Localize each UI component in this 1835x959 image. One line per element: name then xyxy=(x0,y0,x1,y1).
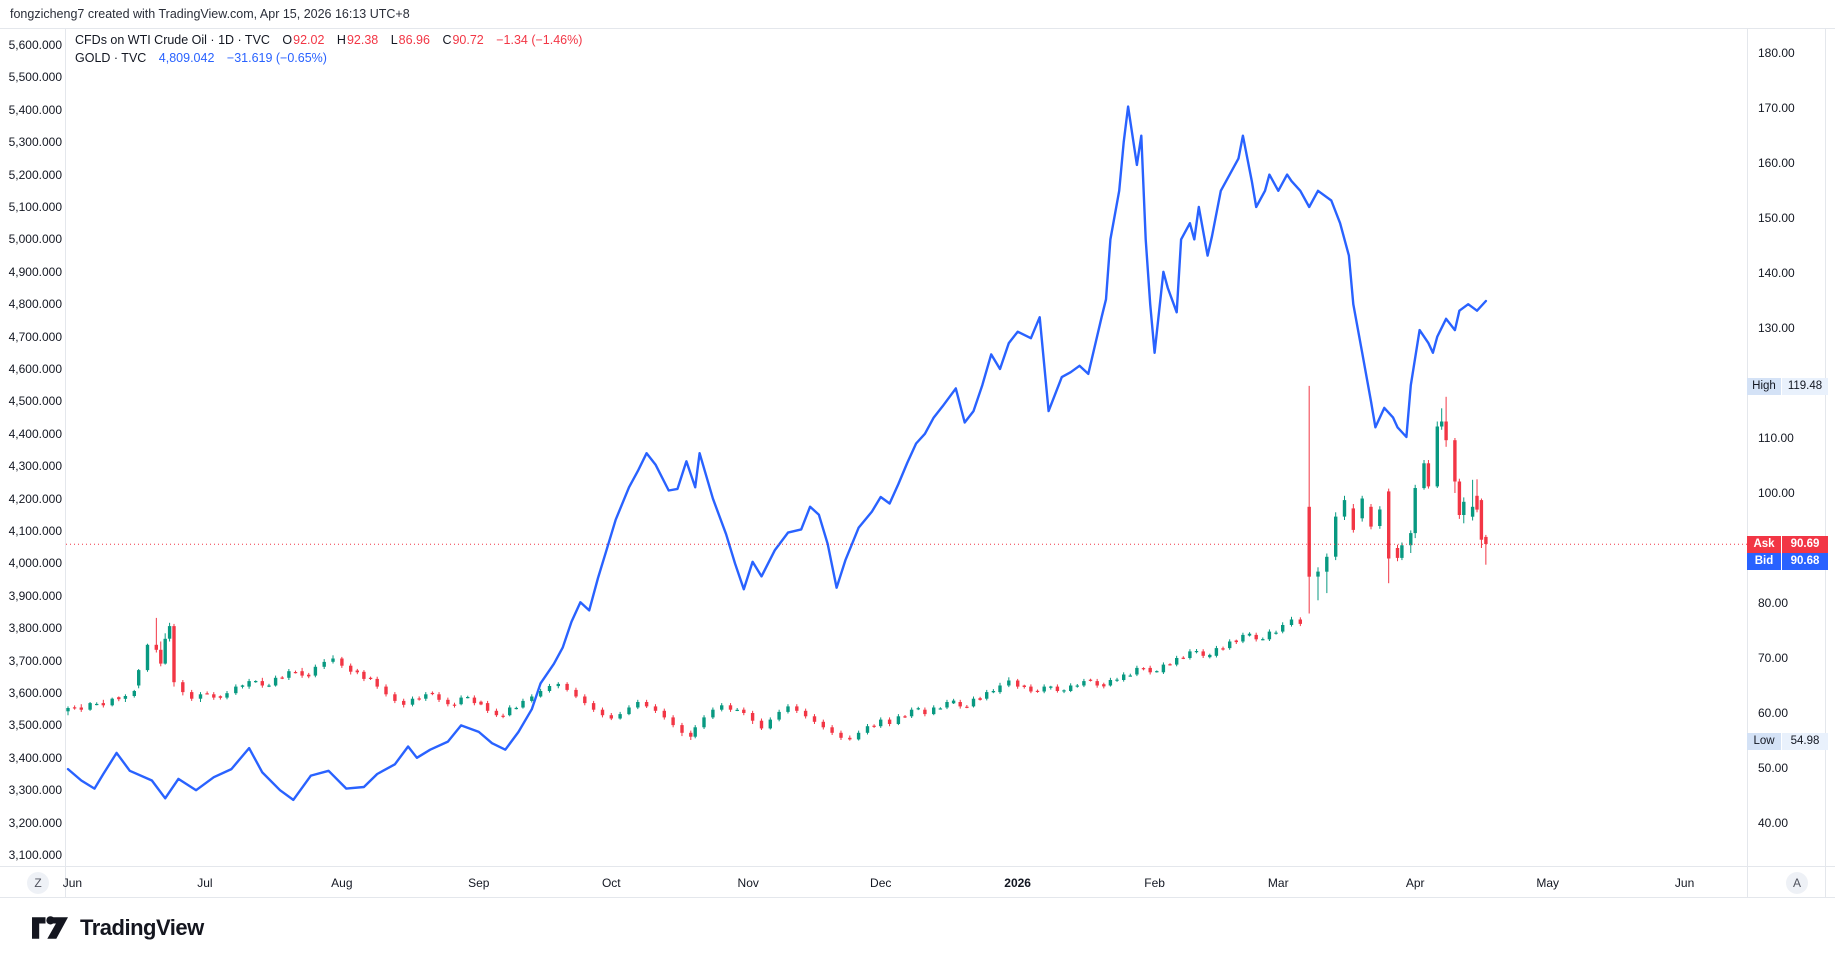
gold-symbol-title[interactable]: GOLD · TVC xyxy=(75,51,147,65)
legend-row-wti[interactable]: CFDs on WTI Crude Oil · 1D · TVC O92.02 … xyxy=(75,31,582,49)
frame-top-line xyxy=(0,28,1835,29)
left-axis-label: 5,500.000 xyxy=(8,70,62,85)
time-axis-label: Aug xyxy=(331,876,353,890)
left-axis-label: 4,100.000 xyxy=(8,524,62,538)
high-label: H xyxy=(336,33,346,47)
left-axis-label: 4,300.000 xyxy=(8,459,62,474)
time-scale-separator xyxy=(0,866,1835,867)
close-label: C xyxy=(442,33,452,47)
right-axis-label: 140.00 xyxy=(1758,266,1795,280)
time-axis-label: May xyxy=(1536,876,1560,890)
gold-line-series xyxy=(66,105,1488,802)
right-axis-label: 100.00 xyxy=(1758,486,1795,500)
right-axis-label: 80.00 xyxy=(1758,596,1789,610)
left-axis-label: 3,400.000 xyxy=(8,750,62,765)
auto-scale-button[interactable]: A xyxy=(1786,872,1808,894)
left-axis-label: 4,500.000 xyxy=(8,394,62,409)
right-axis-label: 40.00 xyxy=(1758,816,1789,830)
low-label: L xyxy=(390,33,398,47)
left-axis-label: 5,400.000 xyxy=(8,102,62,117)
left-axis-label: 4,400.000 xyxy=(8,426,62,441)
left-axis-label: 3,900.000 xyxy=(8,588,62,603)
left-axis-label: 4,000.000 xyxy=(8,556,62,571)
time-axis-label: Apr xyxy=(1405,876,1425,890)
right-axis-label: 180.00 xyxy=(1758,46,1795,60)
wti-change: −1.34 (−1.46%) xyxy=(496,33,583,47)
close-value: 90.72 xyxy=(452,33,484,47)
gold-value: 4,809.042 xyxy=(158,51,215,65)
time-axis-label: Oct xyxy=(601,876,621,890)
time-axis-label: Jun xyxy=(1674,876,1695,890)
bid-price-badge[interactable]: Bid 90.68 xyxy=(1747,553,1828,571)
left-axis-label: 3,500.000 xyxy=(8,718,62,733)
tradingview-logo-icon[interactable] xyxy=(30,910,70,946)
legend: CFDs on WTI Crude Oil · 1D · TVC O92.02 … xyxy=(75,31,582,67)
timezone-button[interactable]: Z xyxy=(27,872,49,894)
low-badge-value: 54.98 xyxy=(1782,732,1828,750)
legend-row-gold[interactable]: GOLD · TVC 4,809.042 −31.619 (−0.65%) xyxy=(75,49,582,67)
time-axis-label: Feb xyxy=(1144,876,1165,890)
left-axis-label: 5,100.000 xyxy=(8,200,62,214)
left-axis-label: 5,600.000 xyxy=(8,38,62,52)
left-axis-label: 3,200.000 xyxy=(8,815,62,830)
frame-right-line xyxy=(1825,28,1826,897)
ask-price-badge[interactable]: Ask 90.69 xyxy=(1747,536,1828,554)
left-axis-label: 3,100.000 xyxy=(8,848,62,862)
left-axis-label: 3,300.000 xyxy=(8,783,62,798)
high-value: 92.38 xyxy=(346,33,379,47)
tradingview-logo-text[interactable]: TradingView xyxy=(80,915,204,940)
gold-change: −31.619 (−0.65%) xyxy=(226,51,327,65)
right-axis-label: 70.00 xyxy=(1758,651,1789,665)
right-axis-label: 50.00 xyxy=(1758,761,1789,775)
time-axis-label: Jun xyxy=(62,876,83,890)
left-axis-label: 5,200.000 xyxy=(8,167,62,182)
high-price-badge: High 119.48 xyxy=(1747,377,1828,395)
left-axis-label: 4,700.000 xyxy=(8,329,62,344)
high-badge-value: 119.48 xyxy=(1782,377,1828,395)
time-axis-label: 2026 xyxy=(1004,876,1031,890)
right-axis-label: 110.00 xyxy=(1758,431,1794,445)
left-axis-label: 5,000.000 xyxy=(8,232,62,247)
right-axis-label: 150.00 xyxy=(1758,211,1795,225)
time-axis-label: Mar xyxy=(1267,876,1289,890)
high-badge-label: High xyxy=(1747,377,1781,395)
right-axis-label: 60.00 xyxy=(1758,706,1789,720)
open-value: 92.02 xyxy=(293,33,325,47)
right-scale-border xyxy=(1747,28,1748,897)
time-axis-label: Nov xyxy=(737,876,759,890)
right-axis-label: 160.00 xyxy=(1758,156,1795,170)
open-label: O xyxy=(282,33,293,47)
attribution-text: fongzicheng7 created with TradingView.co… xyxy=(10,7,410,21)
bid-badge-value: 90.68 xyxy=(1782,553,1828,571)
left-axis-label: 4,200.000 xyxy=(8,491,62,506)
time-axis-label: Jul xyxy=(197,876,213,890)
right-axis-label: 170.00 xyxy=(1758,101,1795,115)
low-price-badge: Low 54.98 xyxy=(1747,732,1828,750)
left-axis-label: 5,300.000 xyxy=(8,135,62,150)
footer: TradingView xyxy=(30,910,204,946)
left-axis-label: 3,800.000 xyxy=(8,621,62,636)
right-axis-label: 130.00 xyxy=(1758,321,1795,335)
frame-bottom-line xyxy=(0,897,1835,898)
wti-symbol-title[interactable]: CFDs on WTI Crude Oil · 1D · TVC xyxy=(75,33,270,47)
left-axis-label: 4,800.000 xyxy=(8,297,62,312)
low-value: 86.96 xyxy=(398,33,430,47)
ask-badge-value: 90.69 xyxy=(1782,536,1828,554)
time-axis-label: Dec xyxy=(870,876,892,890)
ask-badge-label: Ask xyxy=(1747,536,1781,554)
left-axis-label: 4,600.000 xyxy=(8,362,62,376)
left-axis-label: 4,900.000 xyxy=(8,264,62,279)
time-axis-label: Sep xyxy=(468,876,490,890)
left-scale-border xyxy=(65,28,66,897)
low-badge-label: Low xyxy=(1747,732,1781,750)
left-axis-label: 3,700.000 xyxy=(8,653,62,668)
bid-badge-label: Bid xyxy=(1747,553,1781,571)
left-axis-label: 3,600.000 xyxy=(8,686,62,700)
